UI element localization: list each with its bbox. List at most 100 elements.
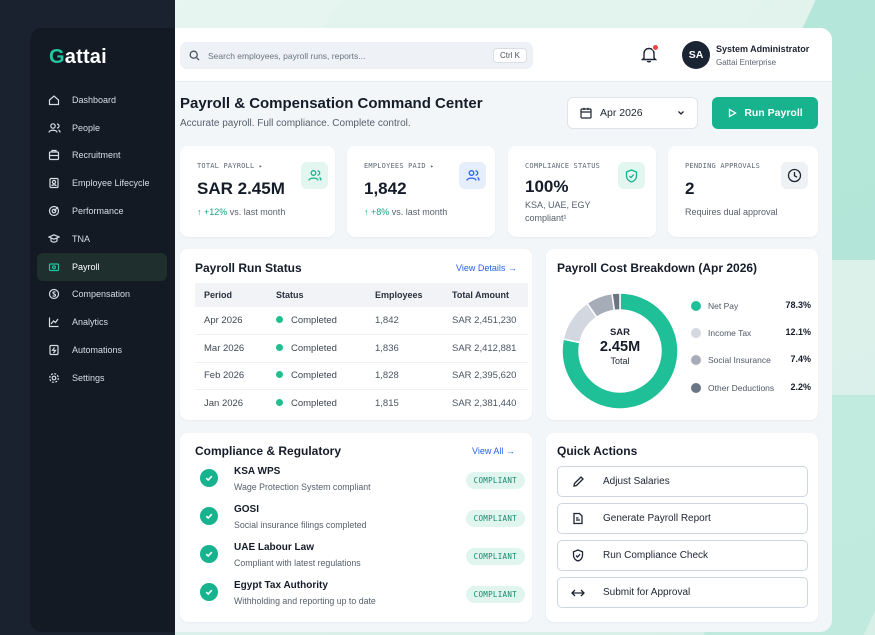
- compliance-check-button[interactable]: Run Compliance Check: [557, 540, 808, 571]
- gear-icon: [47, 371, 61, 385]
- page-title: Payroll & Compensation Command Center: [180, 95, 483, 112]
- cell-employees: 1,828: [366, 362, 443, 390]
- sidebar-item-people[interactable]: People: [37, 114, 167, 142]
- brand-logo[interactable]: Gattai: [49, 46, 107, 69]
- bell-icon: [640, 47, 658, 63]
- sidebar-item-recruitment[interactable]: Recruitment: [37, 142, 167, 170]
- sidebar-item-label: Settings: [72, 372, 105, 383]
- chevron-down-icon: [678, 111, 684, 115]
- quick-action-label: Adjust Salaries: [603, 476, 670, 487]
- column-header: Total Amount: [443, 283, 528, 307]
- compliance-item[interactable]: UAE Labour Law Compliant with latest reg…: [200, 542, 525, 576]
- payroll-run-table: Period Status Employees Total Amount Apr…: [195, 283, 528, 417]
- sidebar-item-tna[interactable]: TNA: [37, 225, 167, 253]
- shield-check-icon: [618, 162, 645, 189]
- search-input[interactable]: [208, 50, 478, 61]
- generate-report-button[interactable]: Generate Payroll Report: [557, 503, 808, 534]
- submit-approval-button[interactable]: Submit for Approval: [557, 577, 808, 608]
- sidebar-item-label: Analytics: [72, 317, 109, 328]
- table-row[interactable]: Jan 2026 Completed 1,815 SAR 2,381,440: [195, 390, 528, 418]
- search-bar[interactable]: Ctrl K: [180, 42, 533, 69]
- donut-slice-other-deductions[interactable]: [611, 292, 621, 312]
- donut-center-value: 2.45M: [599, 339, 641, 355]
- sidebar-item-employee-lifecycle[interactable]: Employee Lifecycle: [37, 169, 167, 197]
- period-select[interactable]: Apr 2026: [567, 97, 698, 129]
- payroll-run-status-card: Payroll Run Status View Details → Period…: [180, 249, 532, 420]
- avatar[interactable]: SA: [682, 41, 710, 69]
- kpi-card-pending-approvals: PENDING APPROVALS 2 Requires dual approv…: [668, 146, 818, 237]
- kpi-card-employees-paid: EMPLOYEES PAID ▸ 1,842 ↑ +8% vs. last mo…: [347, 146, 495, 237]
- check-circle-icon: [200, 469, 218, 487]
- sidebar-item-automations[interactable]: Automations: [37, 336, 167, 364]
- check-circle-icon: [200, 545, 218, 563]
- section-title: Payroll Cost Breakdown (Apr 2026): [557, 261, 758, 275]
- calendar-icon: [580, 107, 592, 119]
- legend-label: Other Deductions: [708, 383, 775, 393]
- legend-value: 2.2%: [790, 382, 811, 392]
- check-circle-icon: [200, 583, 218, 601]
- kpi-card-total-payroll: TOTAL PAYROLL ▸ SAR 2.45M ↑ +12% vs. las…: [180, 146, 335, 237]
- compliance-item[interactable]: GOSI Social insurance filings completed …: [200, 504, 525, 538]
- sidebar-item-label: Automations: [72, 345, 123, 356]
- sidebar-item-dashboard[interactable]: Dashboard: [37, 86, 167, 114]
- compliance-card: Compliance & Regulatory View All → KSA W…: [180, 433, 532, 622]
- notifications-button[interactable]: [640, 44, 659, 64]
- sidebar-item-label: TNA: [72, 233, 90, 244]
- donut-center-currency: SAR: [609, 327, 631, 338]
- clock-icon: [781, 162, 808, 189]
- cost-breakdown-card: Payroll Cost Breakdown (Apr 2026) SAR 2.…: [546, 249, 818, 420]
- shield-icon: [571, 549, 585, 563]
- sidebar-item-label: Compensation: [72, 289, 131, 300]
- status-dot: [276, 316, 283, 323]
- sidebar-item-performance[interactable]: Performance: [37, 197, 167, 225]
- legend-item: Other Deductions 2.2%: [691, 381, 811, 395]
- kpi-value: 1,842: [364, 179, 407, 198]
- play-icon: [729, 108, 738, 118]
- sidebar-item-payroll[interactable]: Payroll: [37, 252, 167, 281]
- compliance-item[interactable]: KSA WPS Wage Protection System compliant…: [200, 466, 525, 500]
- donut-slice-net-pay[interactable]: [561, 292, 679, 410]
- compliance-name: GOSI: [234, 504, 260, 515]
- sidebar-item-compensation[interactable]: Compensation: [37, 281, 167, 309]
- section-title: Quick Actions: [557, 444, 638, 458]
- kpi-label: PENDING APPROVALS: [685, 162, 761, 170]
- automations-icon: [47, 343, 61, 357]
- compliance-item[interactable]: Egypt Tax Authority Withholding and repo…: [200, 580, 525, 614]
- sidebar-item-label: Dashboard: [72, 94, 117, 105]
- compensation-icon: [47, 287, 61, 301]
- arrows-icon: [571, 586, 585, 600]
- search-shortcut: Ctrl K: [493, 48, 527, 63]
- adjust-salaries-button[interactable]: Adjust Salaries: [557, 466, 808, 497]
- legend-swatch: [691, 328, 701, 338]
- donut-chart: [561, 292, 679, 410]
- compliance-desc: Withholding and reporting up to date: [234, 596, 376, 606]
- view-details-link[interactable]: View Details →: [456, 263, 517, 273]
- kpi-value: 100%: [525, 177, 569, 196]
- cell-period: Feb 2026: [195, 362, 267, 390]
- user-name[interactable]: System Administrator: [716, 44, 810, 54]
- column-header: Period: [195, 283, 267, 307]
- run-payroll-button[interactable]: Run Payroll: [712, 97, 818, 129]
- notification-dot: [652, 44, 659, 51]
- compliance-name: Egypt Tax Authority: [234, 580, 328, 591]
- compliance-desc: Wage Protection System compliant: [234, 482, 371, 492]
- kpi-note: Requires dual approval: [685, 207, 778, 217]
- quick-action-label: Generate Payroll Report: [603, 513, 711, 524]
- compliance-name: UAE Labour Law: [234, 542, 315, 553]
- sidebar-item-settings[interactable]: Settings: [37, 364, 167, 392]
- brand-logo-mark: G: [49, 46, 65, 68]
- table-row[interactable]: Mar 2026 Completed 1,836 SAR 2,412,881: [195, 334, 528, 363]
- kpi-label: TOTAL PAYROLL ▸: [197, 162, 263, 170]
- table-row[interactable]: Feb 2026 Completed 1,828 SAR 2,395,620: [195, 362, 528, 390]
- quick-actions-card: Quick Actions Adjust Salaries Generate P…: [546, 433, 818, 622]
- section-title: Compliance & Regulatory: [195, 444, 342, 458]
- view-all-link[interactable]: View All →: [472, 446, 515, 456]
- sidebar-item-analytics[interactable]: Analytics: [37, 308, 167, 336]
- status-badge: COMPLIANT: [465, 472, 525, 489]
- cell-period: Mar 2026: [195, 334, 267, 363]
- quick-action-label: Run Compliance Check: [603, 550, 709, 561]
- table-row[interactable]: Apr 2026 Completed 1,842 SAR 2,451,230: [195, 307, 528, 335]
- cell-period: Jan 2026: [204, 398, 244, 409]
- topbar: Ctrl K SA System Administrator Gattai En…: [175, 28, 832, 82]
- performance-icon: [47, 204, 61, 218]
